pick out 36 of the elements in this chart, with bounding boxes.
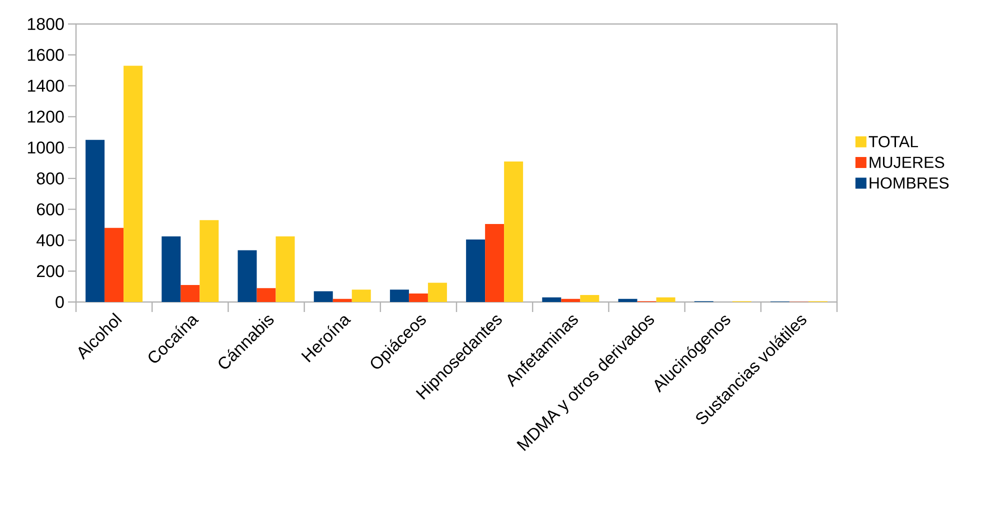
bar [86,140,105,302]
bar [162,236,181,302]
legend-label: TOTAL [868,136,918,148]
bar [276,236,295,302]
bar [200,220,219,302]
y-tick-label: 600 [36,203,64,216]
bar [332,298,352,302]
bar [466,239,486,302]
y-tick-label: 1200 [28,110,64,123]
bar [580,295,600,302]
bar [352,290,371,302]
y-tick-label: 1000 [28,142,64,154]
bar [542,297,562,302]
y-tick-label: 200 [36,265,64,278]
y-tick-label: 1600 [28,48,64,61]
bar [485,224,504,302]
bar [180,285,200,302]
bar [618,298,638,302]
bar [390,290,409,302]
y-tick-label: 800 [36,172,64,184]
legend-label: HOMBRES [870,177,949,189]
bar [238,250,257,302]
bar [504,161,524,302]
bar [256,288,276,302]
bar [428,282,447,302]
bar [408,294,428,302]
bar [124,66,143,302]
bar [561,298,580,302]
y-tick-label: 1800 [28,18,64,30]
bar [314,291,333,302]
y-tick-label: 1400 [28,80,64,92]
legend-label: MUJERES [870,156,944,168]
y-tick-label: 400 [36,234,64,246]
y-tick-label: 0 [56,296,64,308]
bar [656,297,676,302]
bar [104,228,124,302]
